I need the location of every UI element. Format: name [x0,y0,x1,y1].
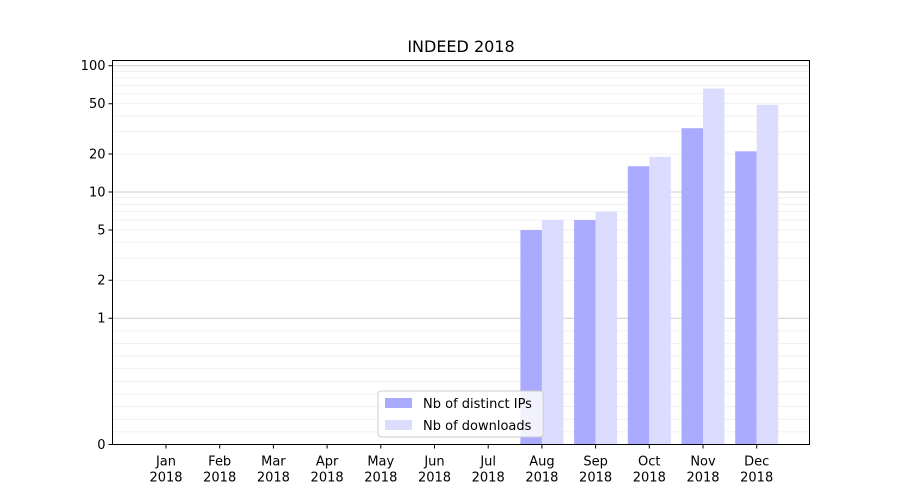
x-tick-label-line: 2018 [740,471,773,486]
x-tick-label: May 2018 [364,455,397,486]
legend-label: Nb of distinct IPs [423,397,532,412]
x-tick-label-line: Apr [316,455,339,470]
x-tick-label-line: Sep [583,455,608,470]
x-tick-label: Nov 2018 [686,455,719,486]
y-tick-label: 100 [81,59,106,74]
legend-box [377,390,544,438]
x-tick-label: Sep 2018 [579,455,612,486]
x-tick-label-line: Jan [155,455,176,470]
y-tick-label: 0 [97,438,105,453]
legend-label: Nb of downloads [423,419,532,434]
x-tick-label-line: Dec [744,455,769,470]
x-tick-label-line: 2018 [579,471,612,486]
y-tick-label: 50 [89,97,106,112]
x-tick-label-line: 2018 [149,471,182,486]
bar [541,219,564,445]
x-tick-label: Oct 2018 [633,455,666,486]
x-tick-label-line: 2018 [257,471,290,486]
x-tick-label: Apr 2018 [311,455,344,486]
x-tick-label-line: Jun [423,455,444,470]
x-tick-label-line: 2018 [418,471,451,486]
x-tick-label: Mar 2018 [257,455,290,486]
y-axis: 0 1 2 5 10 20 50 100 [81,59,113,453]
legend: Nb of distinct IPs Nb of downloads [377,390,544,438]
x-tick-label-line: 2018 [203,471,236,486]
y-tick-label: 10 [89,185,106,200]
x-tick-label: Feb 2018 [203,455,236,486]
y-tick-label: 5 [97,223,105,238]
x-tick-label-line: Mar [261,455,286,470]
x-tick-label-line: 2018 [472,471,505,486]
x-tick-label-line: May [367,455,394,470]
bar [574,219,596,445]
x-tick-label: Aug 2018 [525,455,558,486]
bar [756,104,779,445]
x-tick-label-line: Nov [690,455,716,470]
y-tick-label: 20 [89,147,106,162]
x-tick-label-line: Jul [479,455,496,470]
x-tick-label: Jun 2018 [418,455,451,486]
x-tick-label-line: 2018 [686,471,719,486]
x-tick-label-line: 2018 [364,471,397,486]
y-tick-label: 2 [97,274,105,289]
x-tick-label-line: 2018 [311,471,344,486]
legend-swatch [385,398,412,408]
bar [627,166,650,445]
legend-swatch [385,420,412,430]
bar [649,156,671,445]
bars [520,88,779,445]
bar [735,151,757,445]
x-tick-label-line: Aug [529,455,554,470]
x-tick-label: Dec 2018 [740,455,773,486]
x-tick-label-line: Oct [638,455,660,470]
chart-title: INDEED 2018 [407,37,514,56]
x-tick-label-line: 2018 [633,471,666,486]
bar [681,128,703,445]
y-tick-label: 1 [97,312,105,327]
plot-frame [112,60,810,445]
x-tick-label: Jan 2018 [149,455,182,486]
x-tick-label-line: 2018 [525,471,558,486]
bar [703,88,725,445]
bar [595,211,618,445]
x-tick-label-line: Feb [208,455,231,470]
x-tick-label: Jul 2018 [472,455,505,486]
